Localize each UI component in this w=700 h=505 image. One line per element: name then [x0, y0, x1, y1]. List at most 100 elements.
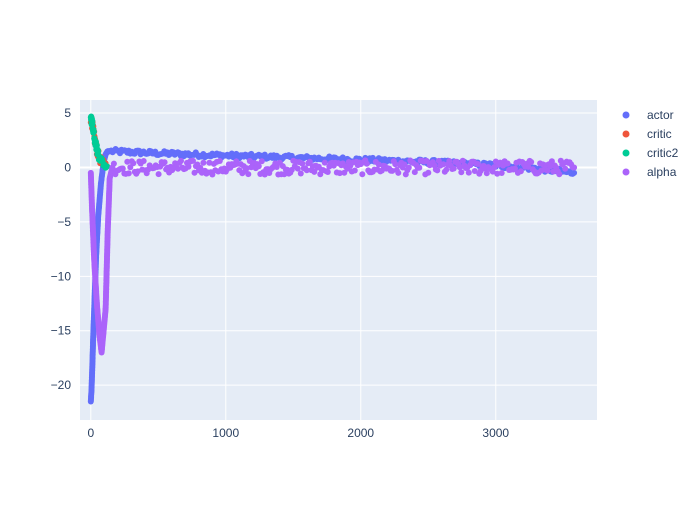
- data-point-alpha: [483, 170, 490, 177]
- data-point-alpha: [395, 169, 402, 176]
- legend-marker-critic: [622, 130, 630, 138]
- y-tick-label: 5: [64, 106, 71, 120]
- y-tick-label: −5: [57, 215, 71, 229]
- legend-label-critic2: critic2: [647, 146, 679, 160]
- x-tick-label: 3000: [482, 426, 509, 440]
- data-point-alpha: [525, 163, 532, 170]
- x-tick-label: 0: [87, 426, 94, 440]
- plot-background: [80, 100, 597, 420]
- data-point-alpha: [255, 163, 262, 170]
- data-point-alpha: [443, 166, 450, 173]
- data-point-alpha: [392, 161, 399, 168]
- data-point-critic2: [89, 121, 96, 128]
- data-point-alpha: [378, 167, 385, 174]
- data-point-alpha: [528, 159, 535, 165]
- data-point-alpha: [474, 161, 481, 167]
- data-point-alpha: [471, 168, 478, 174]
- data-point-alpha: [459, 157, 466, 164]
- data-point-actor: [571, 169, 578, 176]
- legend-item-critic2[interactable]: critic2: [622, 146, 679, 160]
- data-point-alpha: [465, 169, 472, 176]
- data-point-alpha: [245, 171, 252, 178]
- data-point-alpha: [425, 169, 432, 176]
- x-tick-label: 2000: [347, 426, 374, 440]
- y-tick-label: −10: [51, 269, 72, 283]
- data-point-alpha: [517, 168, 524, 175]
- data-point-alpha: [498, 170, 505, 176]
- data-point-alpha: [119, 165, 126, 172]
- data-point-alpha: [324, 169, 331, 175]
- series-alpha: [87, 157, 578, 356]
- data-point-alpha: [321, 159, 328, 166]
- data-point-alpha: [446, 158, 453, 164]
- legend-label-critic: critic: [647, 127, 672, 141]
- data-point-alpha: [185, 163, 192, 170]
- data-point-alpha: [562, 165, 569, 172]
- y-tick-label: 0: [64, 160, 71, 174]
- y-tick-label: −15: [51, 324, 72, 338]
- data-point-alpha: [389, 167, 396, 174]
- data-point-alpha: [281, 171, 288, 178]
- data-point-alpha: [548, 158, 555, 165]
- data-point-alpha: [456, 164, 463, 171]
- x-tick-label: 1000: [212, 426, 239, 440]
- data-point-alpha: [130, 160, 137, 167]
- data-point-alpha: [571, 164, 578, 171]
- data-point-alpha: [336, 170, 343, 177]
- legend-marker-actor: [622, 111, 630, 119]
- data-point-alpha: [209, 171, 216, 178]
- data-point-critic2: [90, 129, 97, 135]
- data-point-alpha: [434, 167, 441, 174]
- data-point-alpha: [458, 169, 465, 176]
- axis-layer: 0 1000 2000 3000 5 0 −5 −10 −15 −20: [51, 106, 510, 440]
- data-point-alpha: [411, 169, 418, 176]
- data-point-alpha: [273, 164, 280, 170]
- data-point-alpha: [216, 158, 223, 164]
- data-point-alpha: [440, 161, 447, 168]
- legend-marker-critic2: [622, 149, 630, 157]
- data-point-critic2: [104, 163, 110, 170]
- data-point-alpha: [556, 171, 563, 178]
- legend-item-alpha[interactable]: alpha: [622, 165, 677, 179]
- data-point-alpha: [351, 167, 358, 174]
- data-point-alpha: [191, 169, 198, 176]
- data-point-alpha: [258, 158, 265, 165]
- data-point-alpha: [110, 160, 117, 167]
- data-point-alpha: [294, 165, 301, 172]
- data-point-alpha: [544, 167, 551, 174]
- data-point-alpha: [311, 168, 318, 175]
- legend-label-alpha: alpha: [647, 165, 677, 179]
- legend-item-actor[interactable]: actor: [622, 108, 674, 122]
- data-point-alpha: [547, 163, 554, 170]
- legend-marker-alpha: [622, 168, 630, 176]
- data-layer: [87, 113, 578, 405]
- data-point-alpha: [416, 164, 423, 171]
- data-point-alpha: [155, 171, 162, 178]
- data-point-alpha: [363, 160, 370, 167]
- data-point-alpha: [423, 158, 430, 164]
- data-point-alpha: [375, 161, 382, 168]
- legend-label-actor: actor: [647, 108, 674, 122]
- data-point-alpha: [243, 165, 250, 172]
- data-point-alpha: [124, 158, 131, 165]
- data-point-alpha: [405, 164, 412, 171]
- legend-item-critic[interactable]: critic: [622, 127, 672, 141]
- data-point-alpha: [401, 161, 408, 168]
- data-point-alpha: [450, 165, 457, 172]
- data-point-alpha: [197, 164, 204, 171]
- legend[interactable]: actor critic critic2 alpha: [622, 108, 679, 179]
- data-point-alpha: [297, 170, 304, 177]
- data-point-alpha: [494, 170, 501, 177]
- data-point-alpha: [491, 164, 498, 171]
- data-point-alpha: [161, 159, 168, 166]
- data-point-alpha: [178, 157, 184, 164]
- data-point-alpha: [125, 170, 132, 177]
- data-point-alpha: [299, 160, 306, 167]
- series-critic2: [87, 113, 110, 171]
- data-point-alpha: [512, 165, 518, 172]
- data-point-alpha: [190, 157, 196, 164]
- data-point-alpha: [206, 159, 213, 166]
- data-point-alpha: [200, 159, 207, 166]
